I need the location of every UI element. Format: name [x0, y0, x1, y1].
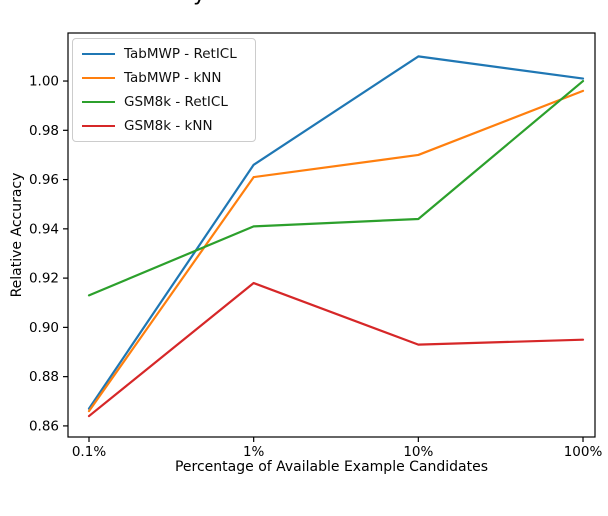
y-tick-label: 0.86 — [29, 418, 59, 434]
x-tick-label: 10% — [403, 444, 433, 460]
x-tick-label: 100% — [564, 444, 603, 460]
y-axis-label: Relative Accuracy — [9, 172, 25, 298]
series-line-gsm8k-reticl — [87, 79, 585, 297]
legend-line-swatch — [82, 101, 115, 103]
legend-item: GSM8k - RetICL — [73, 90, 255, 114]
x-axis-label: Percentage of Available Example Candidat… — [174, 459, 489, 475]
legend-label: GSM8k - kNN — [124, 118, 213, 134]
legend-label: TabMWP - kNN — [124, 70, 222, 86]
plot-area-border — [67, 32, 596, 438]
y-tick-label: 0.98 — [29, 123, 59, 139]
legend: TabMWP - RetICL TabMWP - kNN GSM8k - Ret… — [72, 38, 256, 142]
y-tick-label: 0.88 — [29, 369, 59, 385]
legend-item: TabMWP - kNN — [73, 66, 255, 90]
clipped-title-glyph: y — [193, 0, 206, 5]
legend-label: TabMWP - RetICL — [124, 46, 237, 62]
y-tick-label: 0.96 — [29, 172, 59, 188]
y-tick-label: 1.00 — [29, 74, 59, 90]
x-tick-label: 0.1% — [72, 444, 106, 460]
legend-line-swatch — [82, 77, 115, 79]
y-tick-label: 0.94 — [29, 221, 59, 237]
legend-line-swatch — [82, 53, 115, 55]
legend-label: GSM8k - RetICL — [124, 94, 228, 110]
y-tick-label: 0.92 — [29, 271, 59, 287]
clipped-title-fragment: y — [193, 0, 219, 6]
series-line-tabmwp-knn — [87, 89, 585, 413]
series-line-gsm8k-knn — [87, 281, 585, 418]
legend-line-swatch — [82, 125, 115, 127]
legend-item: GSM8k - kNN — [73, 114, 255, 138]
y-tick-label: 0.90 — [29, 320, 59, 336]
series-line-tabmwp-reticl — [87, 55, 585, 410]
x-tick-label: 1% — [243, 444, 265, 460]
legend-item: TabMWP - RetICL — [73, 42, 255, 66]
